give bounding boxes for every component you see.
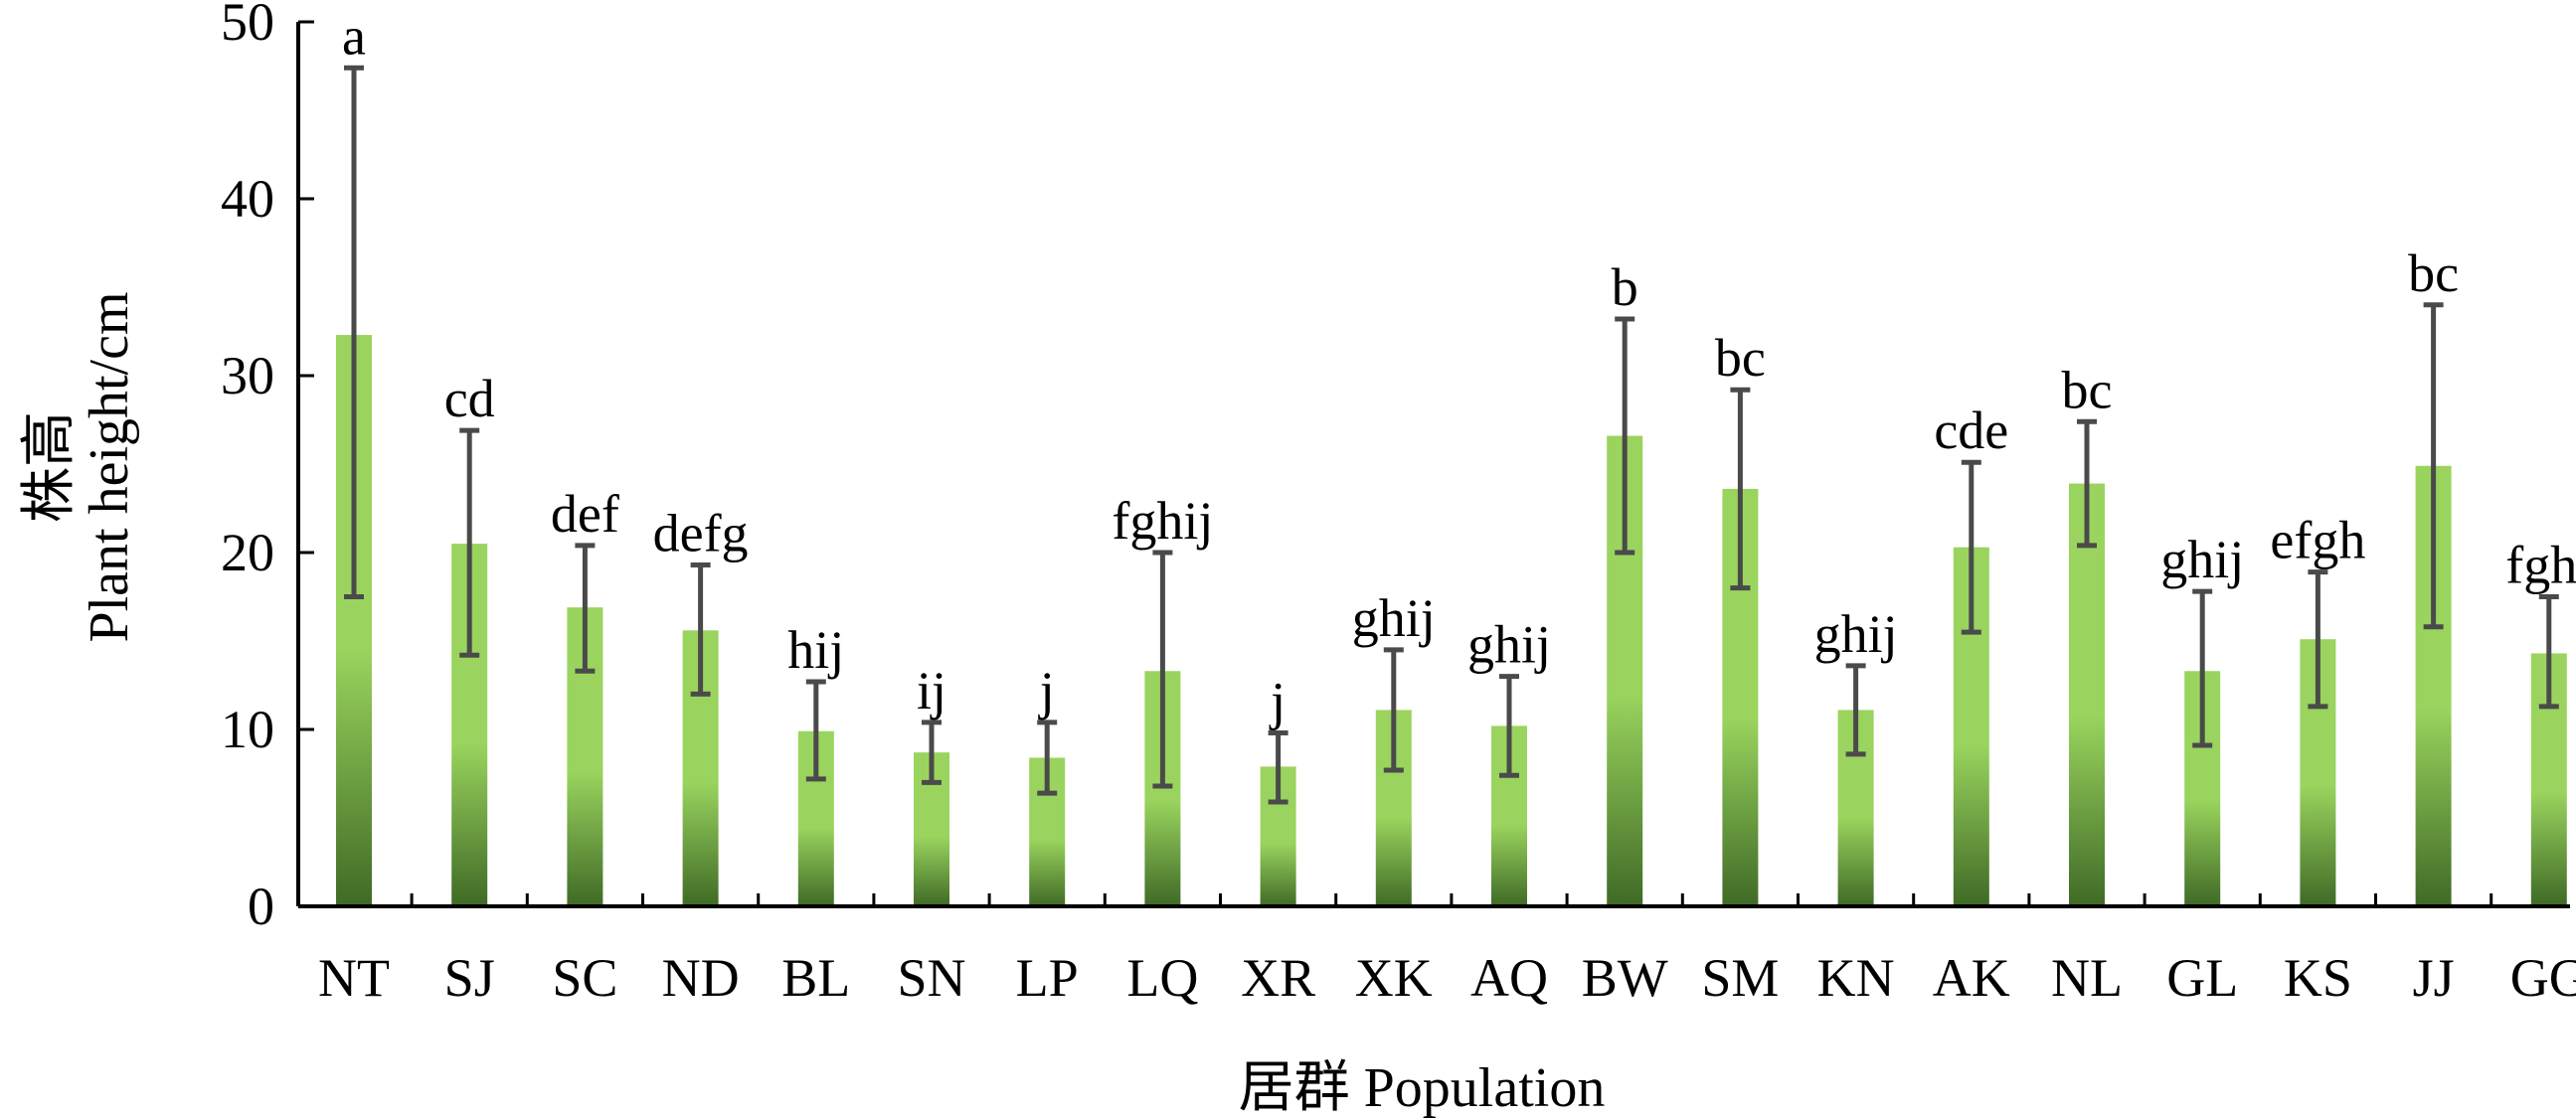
significance-label-gg: fghi (2505, 536, 2576, 595)
x-tick-label-bl: BL (781, 948, 850, 1008)
bars-layer (336, 335, 2567, 906)
error-bars-layer (344, 65, 2559, 805)
x-tick-label-jj: JJ (2413, 948, 2455, 1008)
x-tick-label-sj: SJ (444, 948, 495, 1008)
significance-label-ak: cde (1934, 400, 2008, 460)
x-tick-label-sc: SC (552, 948, 617, 1008)
x-axis-title: 居群 Population (1239, 1057, 1606, 1119)
x-tick-label-xk: XK (1355, 948, 1433, 1008)
y-tick-label: 30 (221, 346, 274, 405)
x-tick-label-lq: LQ (1126, 948, 1198, 1008)
significance-label-nl: bc (2062, 360, 2113, 419)
significance-label-xr: j (1269, 672, 1286, 731)
x-tick-label-xr: XR (1241, 948, 1315, 1008)
y-tick-label: 50 (221, 0, 274, 52)
axes-layer: NT SJ SC ND BL SN LP LQ XR XK AQ BW SM KN AK NL GL KS JJ GG… (221, 0, 2576, 1008)
significance-label-xk: ghij (1352, 588, 1436, 648)
x-tick-label-lp: LP (1016, 948, 1079, 1008)
significance-label-sc: def (551, 484, 619, 544)
bar-nl (2069, 483, 2105, 906)
significance-label-aq: ghij (1467, 615, 1551, 675)
x-tick-label-bw: BW (1582, 948, 1668, 1008)
significance-label-sm: bc (1715, 328, 1766, 388)
y-tick-label: 0 (248, 877, 274, 936)
significance-label-bw: b (1612, 257, 1638, 317)
y-tick-label: 20 (221, 523, 274, 582)
significance-label-kn: ghij (1814, 604, 1898, 664)
x-tick-label-nl: NL (2051, 948, 2123, 1008)
y-axis-title-chinese: 株高 (19, 411, 81, 523)
significance-label-sn: ij (917, 661, 946, 720)
x-tick-label-sm: SM (1701, 948, 1779, 1008)
significance-label-bl: hij (787, 620, 844, 680)
x-tick-label-ak: AK (1933, 948, 2010, 1008)
x-tick-label-aq: AQ (1470, 948, 1548, 1008)
significance-label-jj: bc (2408, 243, 2459, 303)
x-tick-label-gl: GL (2166, 948, 2238, 1008)
x-tick-label-nd: ND (662, 948, 740, 1008)
x-tick-label-kn: KN (1817, 948, 1895, 1008)
significance-label-sj: cd (444, 369, 495, 428)
significance-label-nd: defg (653, 503, 749, 562)
x-tick-label-ks: KS (2284, 948, 2352, 1008)
significance-label-gl: ghij (2160, 530, 2244, 589)
y-tick-label: 10 (221, 700, 274, 759)
x-tick-label-nt: NT (318, 948, 390, 1008)
significance-label-nt: a (342, 6, 366, 66)
significance-label-ks: efgh (2270, 511, 2365, 570)
y-tick-label: 40 (221, 169, 274, 229)
significance-label-lq: fghij (1112, 491, 1213, 551)
x-tick-label-sn: SN (897, 948, 965, 1008)
x-tick-label-gg: GG (2510, 948, 2576, 1008)
significance-label-lp: j (1038, 661, 1055, 720)
y-axis-title-english: Plant height/cm (79, 291, 140, 642)
